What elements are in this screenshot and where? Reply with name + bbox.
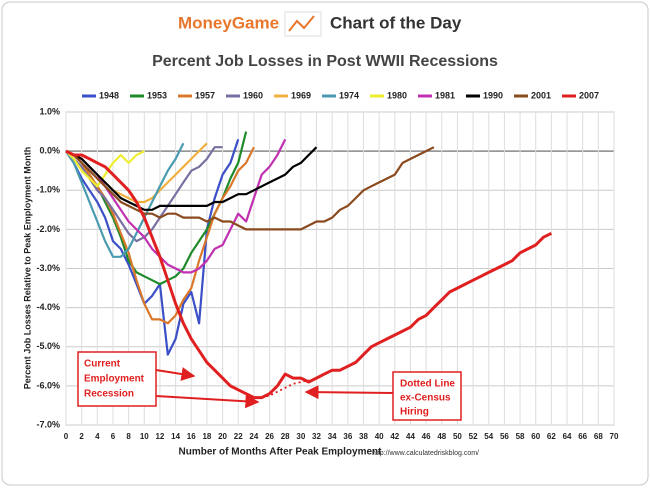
x-tick-label: 52 [469, 432, 478, 441]
annotation-text: Dotted Line [400, 379, 455, 390]
annotation-arrow [304, 385, 394, 400]
legend-label: 2001 [531, 90, 551, 100]
annotation-text: Hiring [400, 407, 429, 418]
legend-label: 1980 [387, 90, 407, 100]
x-tick-label: 6 [111, 432, 116, 441]
source: http://www.calculatedriskblog.com/ [372, 450, 479, 457]
annotation-text: Employment [84, 374, 145, 385]
legend-label: 1953 [147, 90, 167, 100]
x-tick-label: 20 [218, 432, 227, 441]
series-line [65, 150, 145, 188]
series-line [65, 146, 318, 211]
series-line [65, 146, 435, 231]
x-tick-label: 64 [563, 432, 572, 441]
legend-label: 1957 [195, 90, 215, 100]
legend-label: 1990 [483, 90, 503, 100]
annotation-text: ex-Census [400, 393, 451, 404]
x-tick-label: 62 [547, 432, 556, 441]
series-line [261, 379, 309, 399]
x-tick-label: 42 [390, 432, 399, 441]
x-tick-label: 8 [126, 432, 131, 441]
legend-label: 1969 [291, 90, 311, 100]
x-tick-label: 30 [296, 432, 305, 441]
y-tick-label: -6.0% [36, 380, 60, 390]
x-tick-label: 40 [375, 432, 384, 441]
x-tick-label: 36 [343, 432, 352, 441]
x-tick-label: 18 [202, 432, 211, 441]
annotation-box [77, 351, 157, 407]
x-tick-label: 54 [484, 432, 493, 441]
x-tick-label: 10 [140, 432, 149, 441]
series-line [65, 149, 553, 400]
legend-label: 2007 [579, 90, 599, 100]
x-tick-label: 32 [312, 432, 321, 441]
x-tick-label: 2 [79, 432, 84, 441]
logo-icon [284, 11, 322, 37]
y-axis-label: Percent Job Losses Relative to Peak Empl… [22, 147, 32, 390]
legend-label: 1960 [243, 90, 263, 100]
x-tick-label: 66 [578, 432, 587, 441]
y-tick-label: 1.0% [39, 106, 60, 116]
x-tick-label: 70 [610, 432, 619, 441]
y-tick-label: -2.0% [36, 224, 60, 234]
y-tick-label: -7.0% [36, 419, 60, 429]
x-tick-label: 22 [234, 432, 243, 441]
series-line [65, 139, 240, 356]
x-tick-label: 44 [406, 432, 415, 441]
x-tick-label: 34 [328, 432, 337, 441]
y-tick-label: -1.0% [36, 185, 60, 195]
x-tick-label: 58 [516, 432, 525, 441]
x-tick-label: 60 [531, 432, 540, 441]
y-tick-label: -4.0% [36, 302, 60, 312]
annotation-box [392, 371, 462, 421]
x-tick-label: 4 [95, 432, 100, 441]
legend-label: 1948 [99, 90, 119, 100]
x-tick-label: 16 [187, 432, 196, 441]
x-tick-label: 68 [594, 432, 603, 441]
chart-title: Percent Job Losses in Post WWII Recessio… [152, 53, 498, 70]
annotation-arrow [155, 367, 196, 381]
x-tick-label: 0 [64, 432, 69, 441]
x-tick-label: 26 [265, 432, 274, 441]
x-tick-label: 38 [359, 432, 368, 441]
x-axis-label: Number of Months After Peak Employment [179, 447, 383, 458]
x-tick-label: 28 [281, 432, 290, 441]
brand: MoneyGame [178, 13, 279, 32]
x-tick-label: 56 [500, 432, 509, 441]
y-tick-label: 0.0% [39, 146, 60, 156]
x-tick-label: 48 [437, 432, 446, 441]
legend-label: 1974 [339, 90, 359, 100]
annotation-text: Recession [84, 389, 134, 400]
y-tick-label: -5.0% [36, 341, 60, 351]
x-tick-label: 50 [453, 432, 462, 441]
x-tick-label: 14 [171, 432, 180, 441]
header-label: Chart of the Day [330, 13, 462, 32]
annotation-arrow [155, 394, 260, 409]
y-tick-label: -3.0% [36, 263, 60, 273]
x-tick-label: 46 [422, 432, 431, 441]
x-tick-label: 12 [155, 432, 164, 441]
series-line [65, 142, 185, 258]
legend-label: 1981 [435, 90, 455, 100]
annotation-text: Current [84, 359, 121, 370]
x-tick-label: 24 [249, 432, 258, 441]
